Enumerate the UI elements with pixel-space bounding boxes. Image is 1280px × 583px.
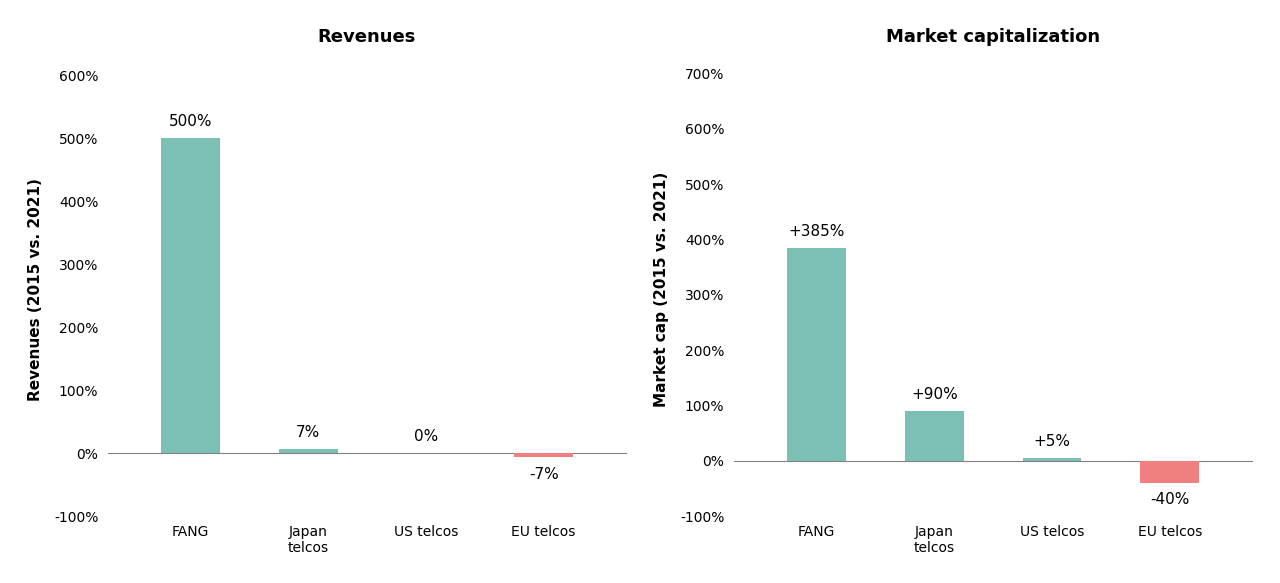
Bar (787, 248, 846, 461)
Bar (515, 453, 573, 458)
Text: -40%: -40% (1151, 492, 1189, 507)
Y-axis label: Revenues (2015 vs. 2021): Revenues (2015 vs. 2021) (28, 178, 42, 401)
Bar (161, 138, 220, 453)
Text: +90%: +90% (911, 387, 957, 402)
Y-axis label: Market cap (2015 vs. 2021): Market cap (2015 vs. 2021) (654, 172, 669, 407)
Text: +5%: +5% (1033, 434, 1070, 449)
Title: Market capitalization: Market capitalization (886, 28, 1101, 46)
Title: Revenues: Revenues (317, 28, 416, 46)
Text: 7%: 7% (296, 424, 320, 440)
Bar (1023, 458, 1082, 461)
Text: -7%: -7% (529, 466, 558, 482)
Bar (279, 449, 338, 453)
Bar (905, 411, 964, 461)
Text: 500%: 500% (169, 114, 212, 129)
Bar (1140, 461, 1199, 483)
Text: +385%: +385% (788, 224, 845, 239)
Text: 0%: 0% (413, 429, 438, 444)
